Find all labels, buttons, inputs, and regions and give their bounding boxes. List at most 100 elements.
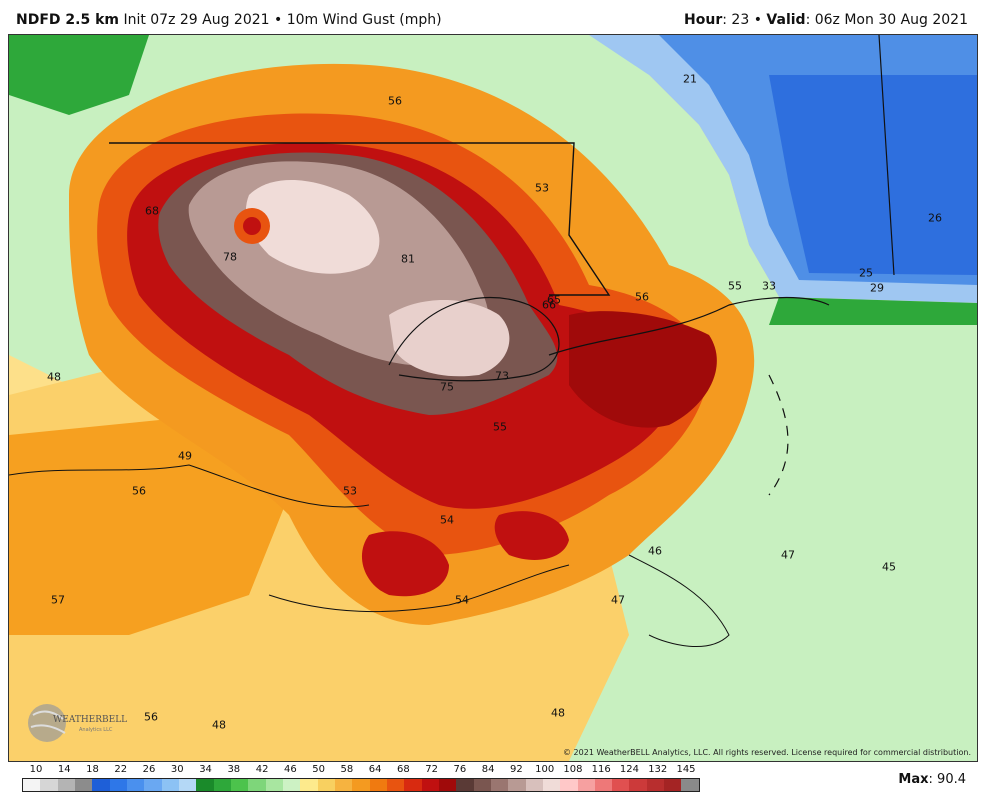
colorbar-swatch	[490, 779, 509, 791]
colorbar-swatch	[300, 779, 318, 791]
moderate-gust-region	[9, 35, 149, 115]
colorbar-swatch	[40, 779, 58, 791]
colorbar-tick-label: 64	[368, 764, 382, 775]
colorbar-tick-label: 124	[619, 764, 640, 775]
colorbar-tick-label: 92	[510, 764, 523, 775]
gust-value-label: 66	[542, 298, 556, 312]
gust-value-label: 29	[870, 281, 884, 295]
colorbar-tick-label: 14	[57, 764, 71, 775]
colorbar-swatch	[178, 779, 197, 791]
gust-value-label: 55	[728, 279, 742, 293]
colorbar-swatch	[161, 779, 179, 791]
colorbar-swatch	[456, 779, 474, 791]
colorbar-swatch	[334, 779, 353, 791]
logo-subtext: Analytics LLC	[79, 727, 113, 733]
hour-label: Hour	[684, 12, 723, 28]
gust-value-label: 56	[388, 94, 402, 108]
colorbar-swatch	[577, 779, 595, 791]
colorbar-tick-label: 145	[676, 764, 696, 775]
low-gust-region	[769, 75, 977, 275]
gust-value-label: 47	[611, 593, 625, 607]
colorbar-tick-label: 26	[142, 764, 156, 775]
colorbar-swatch	[282, 779, 301, 791]
colorbar-swatch	[317, 779, 335, 791]
gust-value-label: 49	[178, 449, 192, 463]
gust-value-label: 53	[535, 181, 549, 195]
colorbar-swatch	[230, 779, 249, 791]
colorbar	[22, 778, 700, 792]
colorbar-swatch	[369, 779, 387, 791]
colorbar-swatch	[473, 779, 491, 791]
colorbar-swatch	[646, 779, 665, 791]
gust-value-label: 73	[495, 369, 509, 383]
valid-time: Hour: 23 • Valid: 06z Mon 30 Aug 2021	[684, 12, 968, 28]
colorbar-swatch	[664, 779, 682, 791]
gust-value-label: 81	[401, 252, 415, 266]
coastline	[628, 554, 730, 648]
colorbar-tick-label: 58	[340, 764, 354, 775]
colorbar-tick-label: 116	[591, 764, 611, 775]
gust-value-label: 56	[144, 710, 158, 724]
colorbar-swatch	[126, 779, 145, 791]
colorbar-tick-label: 68	[397, 764, 410, 775]
map-canvas	[9, 35, 977, 761]
colorbar-swatch	[352, 779, 370, 791]
gust-maximum	[243, 217, 261, 235]
colorbar-swatch	[629, 779, 647, 791]
weatherbell-logo: WEATHERBELL Analytics LLC	[23, 701, 127, 743]
map-title: NDFD 2.5 km Init 07z 29 Aug 2021 • 10m W…	[16, 12, 442, 28]
logo-text: WEATHERBELL	[53, 715, 128, 725]
gust-value-label: 65	[547, 293, 561, 307]
colorbar-tick-label: 132	[648, 764, 668, 775]
colorbar-swatch	[196, 779, 214, 791]
init-time: Init 07z 29 Aug 2021	[123, 12, 270, 28]
gust-value-label: 45	[882, 560, 896, 574]
gust-value-label: 48	[551, 706, 565, 720]
colorbar-swatch	[265, 779, 283, 791]
gust-value-label: 54	[440, 513, 454, 527]
bullet: •	[274, 12, 283, 28]
colorbar-swatch	[248, 779, 266, 791]
colorbar-swatch	[525, 779, 543, 791]
gust-value-label: 68	[145, 204, 159, 218]
hurricane-swath	[494, 511, 569, 560]
colorbar-tick-label: 100	[535, 764, 555, 775]
gust-value-label: 57	[51, 593, 65, 607]
hurricane-core	[389, 300, 510, 377]
state-boundary	[878, 35, 895, 276]
colorbar-tick-label: 22	[114, 764, 128, 775]
colorbar-swatch	[92, 779, 110, 791]
colorbar-swatch	[213, 779, 231, 791]
colorbar-swatch	[438, 779, 457, 791]
colorbar-tick-label: 46	[283, 764, 297, 775]
colorbar-tick-label: 50	[312, 764, 325, 775]
valid-value: 06z Mon 30 Aug 2021	[814, 12, 968, 28]
colorbar-tick-label: 42	[255, 764, 269, 775]
colorbar-swatch	[594, 779, 613, 791]
colorbar-tick-label: 76	[453, 764, 467, 775]
colorbar-swatch	[74, 779, 93, 791]
gust-value-label: 78	[223, 250, 237, 264]
gust-value-label: 75	[440, 380, 454, 394]
gust-value-label: 55	[493, 420, 507, 434]
coastline	[768, 374, 789, 496]
gust-value-label: 26	[928, 211, 942, 225]
colorbar-tick-label: 38	[227, 764, 241, 775]
header: NDFD 2.5 km Init 07z 29 Aug 2021 • 10m W…	[0, 0, 984, 34]
model-name: NDFD 2.5 km	[16, 12, 119, 28]
colorbar-swatch	[612, 779, 630, 791]
state-boundary	[109, 142, 611, 296]
colorbar-swatch	[23, 779, 41, 791]
hour-value: 23	[731, 12, 750, 28]
colorbar-swatch	[508, 779, 526, 791]
colorbar-swatch	[560, 779, 578, 791]
gust-value-label: 53	[343, 484, 357, 498]
gust-value-label: 48	[47, 370, 61, 384]
colorbar-swatch	[421, 779, 439, 791]
hurricane-swath	[361, 531, 449, 597]
colorbar-swatch	[386, 779, 405, 791]
gust-value-label: 46	[648, 544, 662, 558]
valid-label: Valid	[766, 12, 806, 28]
coastline	[9, 464, 370, 508]
coastline	[268, 564, 570, 613]
